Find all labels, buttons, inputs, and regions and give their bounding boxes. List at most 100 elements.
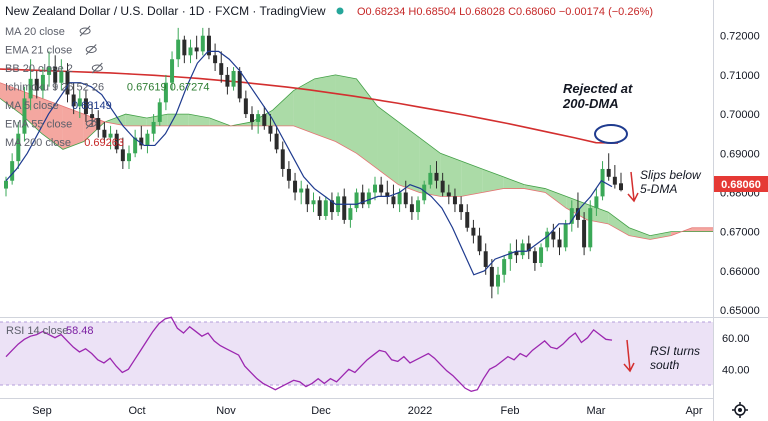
time-tick-label: Nov	[216, 405, 236, 417]
candle-body	[108, 133, 113, 138]
candle-body	[71, 94, 76, 107]
candle-body	[90, 114, 95, 119]
candle-body	[526, 243, 531, 252]
candle-body	[317, 200, 322, 216]
annotation-slips-line2: 5-DMA	[640, 182, 677, 196]
candle-body	[96, 118, 101, 130]
rsi-legend-value: 58.48	[66, 325, 94, 337]
candle-body	[194, 47, 199, 52]
candle-body	[569, 208, 574, 224]
eye-hidden-icon[interactable]	[91, 62, 103, 74]
settings-gear-icon[interactable]	[732, 402, 748, 418]
rsi-legend-name: RSI 14 close	[6, 325, 68, 337]
candle-body	[274, 133, 279, 150]
ichimoku-cloud-segment	[41, 98, 63, 150]
eye-hidden-icon[interactable]	[79, 25, 91, 37]
time-tick-label: Dec	[311, 405, 331, 417]
candle-body	[225, 74, 230, 87]
candle-body	[237, 70, 242, 99]
eye-hidden-icon[interactable]	[85, 118, 97, 129]
candle-body	[53, 67, 58, 83]
candle-body	[452, 196, 457, 205]
ichimoku-cloud-segment	[608, 212, 630, 236]
candle-body	[28, 78, 33, 99]
candle-body	[47, 67, 52, 75]
candle-body	[133, 137, 138, 154]
candle-body	[231, 70, 236, 87]
candle-body	[127, 153, 131, 162]
candle-body	[268, 125, 273, 134]
rejection-circle	[594, 124, 628, 144]
candle-body	[157, 102, 162, 122]
price-tick-label: 0.67000	[720, 227, 760, 239]
price-tick-label: 0.71000	[720, 70, 760, 82]
candle-body	[65, 70, 70, 95]
candle-body	[114, 133, 119, 150]
indicator-legend-label[interactable]: MA 20 close	[5, 26, 65, 38]
candle-body	[34, 78, 39, 91]
indicator-legend-label[interactable]: BB 20 close 2	[5, 63, 73, 75]
market-status-icon	[336, 7, 344, 15]
candle-body	[360, 192, 365, 205]
candle-body	[575, 208, 580, 220]
ichimoku-cloud-segment	[356, 78, 378, 169]
candle-body	[145, 133, 150, 146]
ichimoku-cloud-segment	[440, 153, 462, 197]
ichimoku-cloud-segment	[167, 114, 189, 126]
annotation-rejected-line2: 200-DMA	[562, 96, 619, 111]
candle-body	[496, 274, 500, 287]
ichimoku-cloud-segment	[314, 74, 336, 142]
candle-body	[102, 129, 107, 138]
candle-body	[163, 82, 168, 103]
candle-body	[502, 259, 507, 275]
ma5-line	[5, 50, 613, 276]
last-price-label: 0.68060	[721, 179, 761, 191]
price-tick-label: 0.69000	[720, 148, 760, 160]
indicator-legend-value: 0.68149	[72, 100, 112, 112]
candle-body	[366, 192, 371, 205]
time-tick-label: Oct	[128, 405, 145, 417]
indicator-legend-label[interactable]: MA 5 close	[5, 100, 59, 112]
candle-body	[428, 172, 433, 185]
ichimoku-cloud-segment	[0, 82, 21, 115]
ichimoku-span-a-line	[0, 74, 713, 236]
indicator-legend-label[interactable]: Ichimoku 9 26 52 26	[5, 82, 104, 94]
candle-body	[10, 161, 15, 181]
rsi-band	[0, 322, 713, 385]
indicator-legend-label[interactable]: EMA 21 close	[5, 45, 72, 57]
candle-body	[170, 59, 175, 83]
indicator-legend-label[interactable]: MA 200 close	[5, 137, 71, 149]
candle-body	[348, 208, 353, 220]
candle-body	[243, 98, 248, 115]
candle-body	[471, 227, 476, 236]
candle-body	[83, 98, 88, 115]
candle-body	[120, 149, 125, 162]
time-tick-label: 2022	[408, 405, 432, 417]
eye-hidden-icon[interactable]	[85, 44, 97, 55]
indicator-legend-label[interactable]: EMA 55 close	[5, 119, 72, 131]
candle-body	[280, 149, 285, 169]
time-tick-label: Sep	[32, 405, 52, 417]
candle-body	[532, 251, 537, 264]
candle-body	[477, 235, 482, 252]
candle-body	[539, 247, 544, 264]
candle-body	[213, 55, 218, 64]
candle-body	[59, 70, 64, 83]
candle-body	[188, 47, 193, 56]
candle-body	[446, 192, 451, 197]
ichimoku-cloud-segment	[524, 184, 546, 193]
candle-body	[182, 39, 187, 56]
candle-body	[139, 137, 144, 146]
down-arrow-icon-price	[627, 171, 639, 203]
candle-body	[606, 168, 611, 177]
indicator-legend-value: 0.67619 0.67274	[127, 82, 210, 94]
candle-body	[16, 133, 21, 162]
ichimoku-cloud-segment	[482, 168, 504, 193]
candle-body	[385, 192, 390, 197]
last-price-badge	[714, 176, 768, 192]
candle-body	[262, 114, 267, 126]
time-tick-label: Apr	[685, 405, 702, 417]
price-tick-label: 0.72000	[720, 31, 760, 43]
candle-body	[440, 180, 445, 193]
